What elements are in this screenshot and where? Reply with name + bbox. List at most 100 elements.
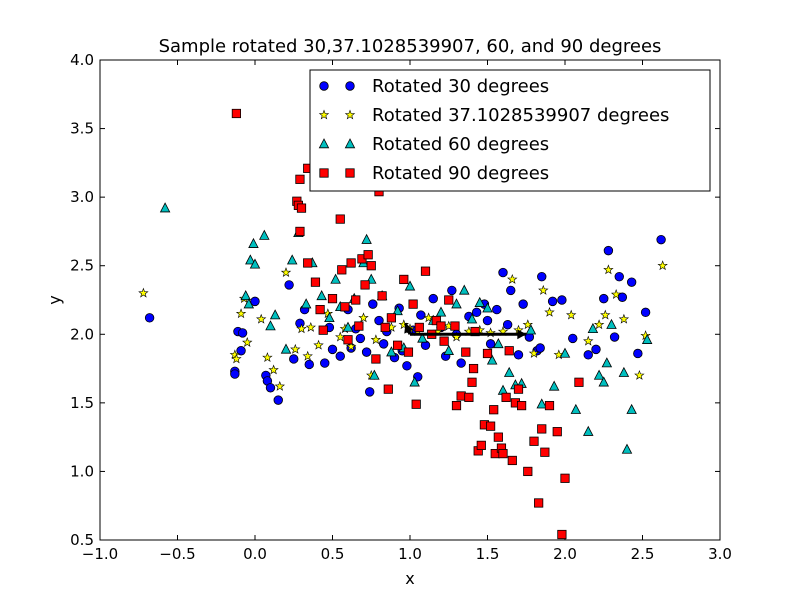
series-90-point: [346, 258, 356, 268]
series-90-point: [544, 400, 555, 411]
series-37-point: [268, 364, 279, 375]
series-60-point: [324, 311, 335, 323]
series-60-point: [474, 296, 486, 307]
series-90-point: [392, 340, 403, 350]
x-tick-label: −0.5: [159, 545, 195, 563]
series-90-point: [399, 274, 409, 285]
series-90-point: [493, 432, 503, 442]
series-30-point: [265, 383, 276, 393]
series-37-point: [290, 343, 301, 354]
series-60-point: [503, 366, 515, 377]
series-60-point: [598, 376, 610, 387]
series-90-point: [310, 277, 321, 287]
series-90-point: [431, 315, 441, 326]
series-60-point: [536, 398, 548, 409]
series-37-point: [138, 287, 149, 298]
series-60-point: [361, 233, 372, 244]
series-30-point: [230, 369, 240, 379]
series-30-point: [518, 299, 528, 309]
series-90-point: [476, 440, 486, 450]
arrow-head: [404, 323, 414, 334]
legend-marker: [319, 168, 329, 178]
series-90-point: [513, 384, 524, 394]
series-60-point: [240, 290, 251, 301]
series-30-point: [502, 319, 513, 330]
legend-label: Rotated 90 degrees: [372, 163, 549, 184]
series-60-point: [259, 229, 270, 240]
y-tick-label: 0.5: [70, 531, 94, 549]
series-30-point: [656, 234, 666, 245]
series-90-point: [414, 322, 424, 333]
legend-marker: [345, 81, 355, 91]
series-90-point: [485, 421, 496, 431]
series-30-point: [547, 296, 558, 307]
series-60-point: [300, 298, 312, 309]
axis-ticks: −1.0 −0.5 0.0 0.5 1.0 1.5 2.0 2.5 3.0 0.5 1.0 1.5 2.…: [70, 51, 732, 563]
series-90-point: [295, 226, 305, 237]
series-90-point: [408, 299, 418, 309]
series-90-point: [354, 321, 364, 331]
series-90-point: [295, 174, 305, 184]
series-37-point: [634, 369, 645, 380]
series-30-point: [273, 395, 283, 405]
series-90-point: [340, 302, 350, 312]
x-tick-label: 1.5: [476, 545, 500, 563]
series-30-point: [365, 387, 375, 397]
legend-box: [309, 69, 711, 192]
series-37-point: [507, 273, 518, 284]
series-37-point: [544, 306, 555, 317]
series-90-point: [403, 347, 414, 357]
series-90-point: [363, 250, 373, 260]
series-60-point: [525, 324, 537, 335]
series-30-point: [289, 354, 299, 364]
series-37-point: [618, 313, 630, 324]
series-37-point: [274, 380, 285, 391]
chart-title: Sample rotated 30,37.1028539907, 60, and…: [159, 36, 662, 57]
series-90-point: [517, 400, 527, 411]
y-axis-label: y: [45, 295, 64, 304]
series-90-point: [574, 377, 584, 387]
series-37-point: [358, 312, 369, 323]
series-37-point: [600, 309, 611, 320]
series-30-point: [368, 299, 378, 309]
series-60-point: [409, 376, 420, 387]
legend-marker: [344, 109, 356, 120]
series-60-point: [593, 369, 605, 380]
y-tick-label: 1.0: [70, 462, 94, 480]
series-90-point: [439, 336, 449, 346]
x-tick-label: 2.5: [631, 545, 655, 563]
series-37-point: [242, 337, 253, 347]
series-90-point: [504, 346, 514, 356]
series-37-point: [262, 352, 273, 363]
x-tick-label: 1.0: [398, 545, 422, 563]
series-90-point: [377, 291, 387, 301]
legend-marker: [344, 138, 356, 149]
series-37-point: [280, 267, 292, 277]
series-30-point: [320, 358, 330, 368]
series-30-point: [284, 280, 294, 290]
series-30-point: [416, 310, 426, 320]
series-37-point: [610, 289, 622, 299]
series-90-point: [303, 258, 313, 268]
series-37-point: [296, 323, 307, 334]
series-60-point: [248, 237, 259, 248]
series-37-point: [302, 350, 313, 361]
series-60-point: [369, 369, 380, 380]
series-60-point: [245, 254, 256, 265]
series-60-point: [466, 313, 478, 324]
data-points: [138, 108, 668, 540]
series-60-point: [159, 202, 171, 213]
series-90-point: [296, 203, 307, 213]
direction-arrows: [403, 322, 527, 340]
series-90-point: [315, 304, 325, 315]
series-90-point: [482, 348, 493, 359]
series-60-point: [243, 298, 255, 309]
series-60-point: [316, 290, 327, 301]
series-37-point: [522, 319, 534, 330]
series-60-point: [601, 357, 613, 368]
series-37-point: [235, 308, 247, 319]
series-90-point: [343, 335, 353, 345]
series-60-point: [249, 258, 261, 269]
